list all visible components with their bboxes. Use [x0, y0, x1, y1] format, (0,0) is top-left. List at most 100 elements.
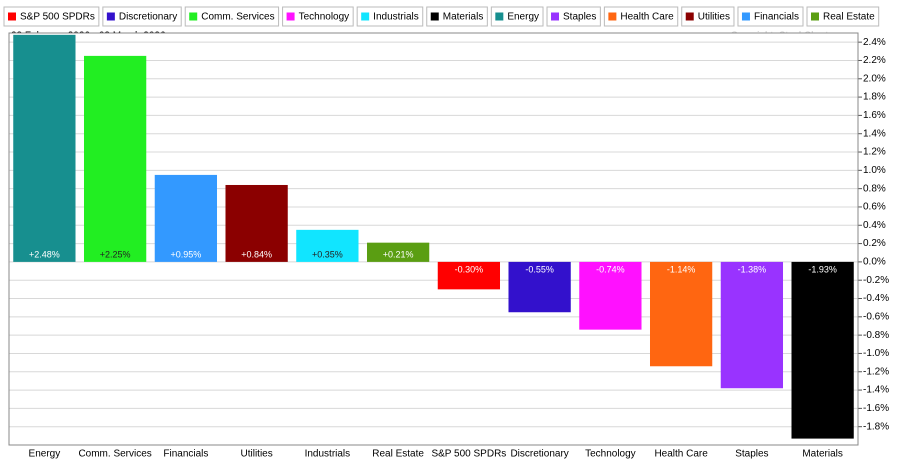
legend-label: Financials [754, 12, 799, 23]
legend-box [603, 6, 679, 27]
bar [791, 261, 854, 439]
legend-item: Discretionary [102, 6, 182, 27]
legend-box [681, 6, 735, 27]
legend-item: Technology [282, 6, 354, 27]
legend-box [737, 6, 804, 27]
legend-box [426, 6, 488, 27]
x-tick-label: S&P 500 SPDRs [431, 449, 506, 460]
legend-item: S&P 500 SPDRs [3, 6, 100, 27]
legend-label: S&P 500 SPDRs [20, 12, 95, 23]
value-label: -0.30% [455, 264, 484, 274]
bar [296, 229, 359, 262]
legend-swatch [430, 12, 439, 21]
legend-swatch [106, 12, 115, 21]
legend-box [3, 6, 100, 27]
legend-label: Staples [563, 12, 596, 23]
x-tick-label: Materials [802, 449, 843, 460]
legend-box [102, 6, 182, 27]
legend-swatch [286, 12, 295, 21]
bar [579, 261, 642, 330]
y-tick-label: 1.0% [863, 165, 886, 176]
legend-box [546, 6, 601, 27]
y-tick-label: 1.4% [863, 128, 886, 139]
legend-box [184, 6, 280, 27]
y-tick-label: 0.8% [863, 183, 886, 194]
legend-box [356, 6, 424, 27]
x-tick-label: Energy [29, 449, 61, 460]
y-tick-label: -1.0% [863, 348, 889, 359]
value-label: +2.48% [29, 249, 60, 259]
legend-label: Comm. Services [201, 12, 274, 23]
legend-item: Materials [426, 6, 488, 27]
x-tick-label: Utilities [241, 449, 273, 460]
legend-label: Real Estate [823, 12, 875, 23]
bar [508, 261, 571, 313]
legend-box [490, 6, 544, 27]
y-tick-label: 0.4% [863, 220, 886, 231]
legend-swatch [189, 12, 198, 21]
legend-label: Industrials [373, 12, 419, 23]
bar [649, 261, 713, 367]
x-tick-label: Comm. Services [78, 449, 151, 460]
x-tick-label: Financials [163, 449, 208, 460]
legend-swatch [495, 12, 504, 21]
legend-swatch [361, 12, 370, 21]
y-tick-label: 1.6% [863, 110, 886, 121]
y-tick-label: 0.6% [863, 202, 886, 213]
bar [13, 34, 76, 262]
legend-item: Real Estate [806, 6, 880, 27]
value-label: +0.84% [241, 249, 272, 259]
legend-swatch [741, 12, 750, 21]
y-tick-label: -0.8% [863, 330, 889, 341]
y-tick-label: -1.2% [863, 366, 889, 377]
legend-label: Energy [507, 12, 539, 23]
y-tick-label: -1.4% [863, 385, 889, 396]
legend-swatch [608, 12, 617, 21]
bar [83, 55, 147, 262]
y-tick-label: -1.6% [863, 403, 889, 414]
legend-label: Discretionary [119, 12, 177, 23]
value-label: +2.25% [100, 249, 131, 259]
legend-label: Technology [299, 12, 350, 23]
y-tick-label: 2.0% [863, 73, 886, 84]
legend-label: Utilities [698, 12, 730, 23]
legend-swatch [8, 12, 16, 21]
legend-item: Utilities [681, 6, 735, 27]
legend-swatch [551, 12, 560, 21]
legend-label: Health Care [620, 12, 674, 23]
value-label: -0.74% [596, 264, 625, 274]
bar [154, 174, 218, 262]
value-label: -1.14% [667, 264, 696, 274]
legend-box [806, 6, 880, 27]
x-tick-label: Technology [585, 449, 636, 460]
legend-box [282, 6, 354, 27]
legend-item: Financials [737, 6, 804, 27]
bar [437, 261, 501, 290]
plot-border [8, 32, 859, 446]
y-tick-label: 0.2% [863, 238, 886, 249]
value-label: +0.35% [312, 249, 343, 259]
value-label: +0.95% [170, 249, 201, 259]
legend-item: Industrials [356, 6, 424, 27]
legend-item: Health Care [603, 6, 679, 27]
x-tick-label: Real Estate [372, 449, 424, 460]
bar [366, 242, 430, 262]
legend-swatch [685, 12, 694, 21]
value-label: +0.21% [383, 249, 414, 259]
bar [720, 261, 784, 389]
value-label: -1.93% [808, 264, 837, 274]
x-tick-label: Health Care [654, 449, 708, 460]
legend-item: Staples [546, 6, 601, 27]
value-label: -1.38% [738, 264, 767, 274]
legend-item: Comm. Services [184, 6, 280, 27]
y-tick-label: 1.8% [863, 92, 886, 103]
plot-area [8, 32, 859, 446]
y-tick-label: -0.6% [863, 311, 889, 322]
legend-item: Energy [490, 6, 544, 27]
x-tick-label: Discretionary [510, 449, 568, 460]
y-tick-label: 1.2% [863, 147, 886, 158]
y-tick-label: -0.4% [863, 293, 889, 304]
y-tick-label: 0.0% [863, 257, 886, 268]
legend-swatch [811, 12, 819, 21]
